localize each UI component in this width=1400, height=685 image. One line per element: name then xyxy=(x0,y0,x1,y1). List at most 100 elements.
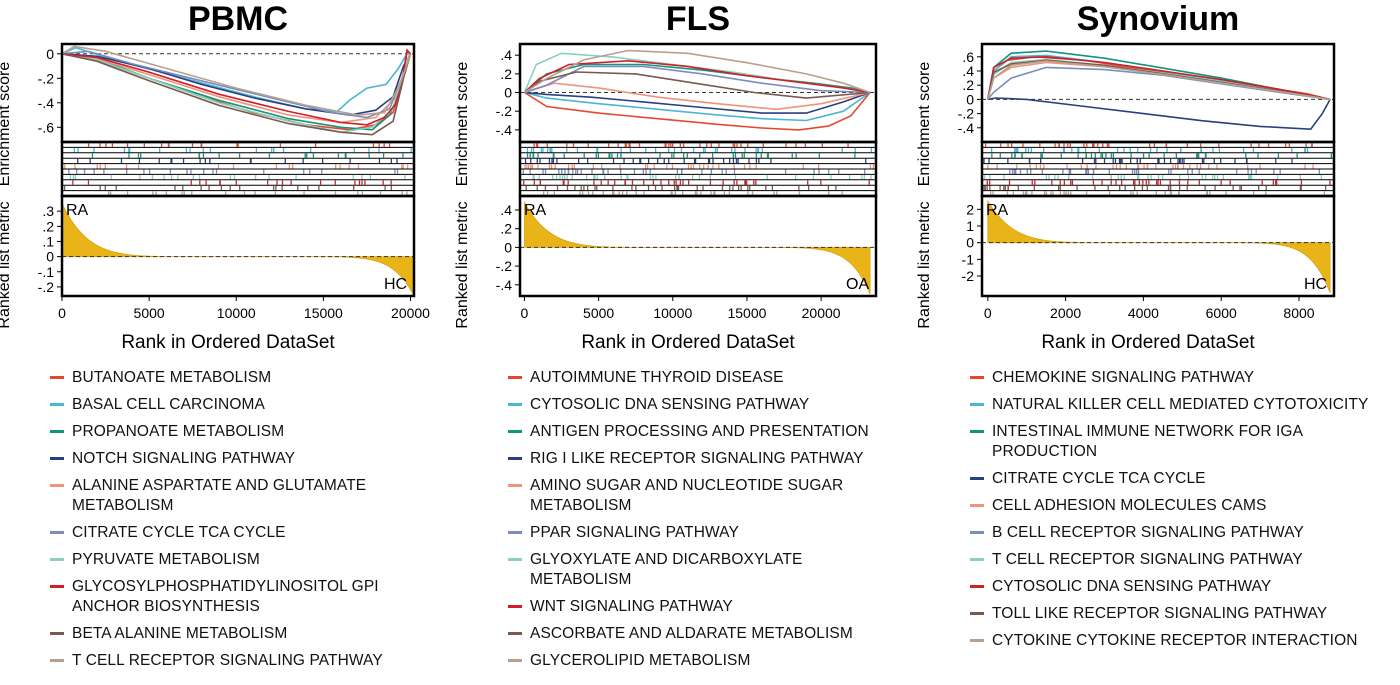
legend-label: AMINO SUGAR AND NUCLEOTIDE SUGAR METABOL… xyxy=(530,477,844,514)
legend-item: CYTOKINE CYTOKINE RECEPTOR INTERACTION xyxy=(970,631,1398,651)
x-tick-label: 8000 xyxy=(1283,305,1314,321)
legend-swatch xyxy=(508,558,522,561)
x-tick-label: 15000 xyxy=(727,305,766,321)
legend-label: ALANINE ASPARTATE AND GLUTAMATE METABOLI… xyxy=(72,477,367,514)
legend-item: TOLL LIKE RECEPTOR SIGNALING PATHWAY xyxy=(970,604,1398,624)
es-curve-9 xyxy=(987,59,1331,101)
metric-frame xyxy=(518,194,878,298)
legend-swatch xyxy=(50,585,64,588)
metric-tick-label: -.2 xyxy=(38,279,55,295)
metric-tick-label: .4 xyxy=(500,202,512,218)
x-axis-label: Rank in Ordered DataSet xyxy=(581,332,795,350)
legend-item: AMINO SUGAR AND NUCLEOTIDE SUGAR METABOL… xyxy=(508,476,878,516)
legend-item: WNT SIGNALING PATHWAY xyxy=(508,597,878,617)
legend-item: PROPANOATE METABOLISM xyxy=(50,422,420,442)
es-curve-4 xyxy=(61,53,412,116)
legend-swatch xyxy=(970,531,984,534)
panel-title: FLS xyxy=(666,0,730,38)
es-curve-4 xyxy=(987,97,1331,131)
metric-tick-label: -.4 xyxy=(496,277,513,293)
legend-swatch xyxy=(508,457,522,460)
legend-label: T CELL RECEPTOR SIGNALING PATHWAY xyxy=(992,551,1303,568)
x-tick-label: 6000 xyxy=(1206,305,1237,321)
y-axis-label-es: Enrichment score xyxy=(454,62,471,187)
legend-swatch xyxy=(50,484,64,487)
legend-swatch xyxy=(970,639,984,642)
legend-swatch xyxy=(970,585,984,588)
legend-item: NATURAL KILLER CELL MEDIATED CYTOTOXICIT… xyxy=(970,395,1398,415)
legend-label: GLYOXYLATE AND DICARBOXYLATE METABOLISM xyxy=(530,551,803,588)
ranked-metric-area xyxy=(524,201,871,295)
es-curve-5 xyxy=(524,82,871,111)
legend-item: PPAR SIGNALING PATHWAY xyxy=(508,523,878,543)
es-curve-4 xyxy=(524,91,871,114)
legend-item: RIG I LIKE RECEPTOR SIGNALING PATHWAY xyxy=(508,449,878,469)
legend-label: NATURAL KILLER CELL MEDIATED CYTOTOXICIT… xyxy=(992,396,1369,413)
legend-swatch xyxy=(508,632,522,635)
legend-label: WNT SIGNALING PATHWAY xyxy=(530,598,733,615)
legend-item: INTESTINAL IMMUNE NETWORK FOR IGA PRODUC… xyxy=(970,422,1398,462)
legend-item: ALANINE ASPARTATE AND GLUTAMATE METABOLI… xyxy=(50,476,420,516)
x-tick-label: 20000 xyxy=(391,305,430,321)
x-tick-label: 0 xyxy=(58,305,66,321)
legend-swatch xyxy=(508,605,522,608)
legend-swatch xyxy=(970,477,984,480)
legend-synovium: CHEMOKINE SIGNALING PATHWAY NATURAL KILLE… xyxy=(970,368,1398,658)
es-curve-7 xyxy=(987,58,1331,101)
legend-item: CYTOSOLIC DNA SENSING PATHWAY xyxy=(508,395,878,415)
group-label-left: RA xyxy=(986,202,1009,219)
legend-label: GLYCOSYLPHOSPHATIDYLINOSITOL GPI ANCHOR … xyxy=(72,578,379,615)
legend-swatch xyxy=(970,403,984,406)
legend-item: BETA ALANINE METABOLISM xyxy=(50,624,420,644)
legend-swatch xyxy=(508,659,522,662)
es-tick-label: 0 xyxy=(46,46,54,62)
metric-tick-label: .1 xyxy=(42,233,54,249)
legend-swatch xyxy=(508,531,522,534)
x-tick-label: 20000 xyxy=(802,305,841,321)
es-tick-label: -.4 xyxy=(38,95,55,111)
legend-item: CHEMOKINE SIGNALING PATHWAY xyxy=(970,368,1398,388)
es-tick-label: -.4 xyxy=(496,122,513,138)
group-label-left: RA xyxy=(524,202,547,219)
legend-label: RIG I LIKE RECEPTOR SIGNALING PATHWAY xyxy=(530,450,864,467)
panel-title: PBMC xyxy=(188,0,288,38)
legend-item: NOTCH SIGNALING PATHWAY xyxy=(50,449,420,469)
legend-label: CYTOSOLIC DNA SENSING PATHWAY xyxy=(992,578,1272,595)
es-tick-label: -.6 xyxy=(38,119,55,135)
legend-item: BASAL CELL CARCINOMA xyxy=(50,395,420,415)
es-tick-label: -.2 xyxy=(496,103,513,119)
es-tick-label: .6 xyxy=(962,49,974,65)
x-tick-label: 5000 xyxy=(583,305,614,321)
group-label-left: RA xyxy=(66,202,89,219)
es-tick-label: 0 xyxy=(966,91,974,107)
metric-tick-label: 0 xyxy=(966,235,974,251)
legend-item: GLYOXYLATE AND DICARBOXYLATE METABOLISM xyxy=(508,550,878,590)
legend-swatch xyxy=(50,403,64,406)
legend-swatch xyxy=(508,484,522,487)
panel-fls: FLS .4 .2 0 -.2 -.4 .4 .2 0 -.2 -.4 RA OA 0 5000 10000 1… xyxy=(454,0,878,350)
metric-frame xyxy=(60,194,416,298)
es-tick-label: .2 xyxy=(500,66,512,82)
legend-swatch xyxy=(970,612,984,615)
es-tick-label: -.4 xyxy=(958,120,975,136)
y-axis-label-metric: Ranked list metric xyxy=(454,201,471,328)
legend-fls: AUTOIMMUNE THYROID DISEASE CYTOSOLIC DNA … xyxy=(508,368,878,678)
y-axis-label-es: Enrichment score xyxy=(916,62,933,187)
metric-tick-label: .3 xyxy=(42,203,54,219)
legend-label: CITRATE CYCLE TCA CYCLE xyxy=(72,524,286,541)
legend-swatch xyxy=(50,376,64,379)
legend-item: BUTANOATE METABOLISM xyxy=(50,368,420,388)
legend-item: B CELL RECEPTOR SIGNALING PATHWAY xyxy=(970,523,1398,543)
legend-swatch xyxy=(508,376,522,379)
es-curve-6 xyxy=(524,65,871,94)
ranked-metric-area xyxy=(61,203,415,297)
legend-pbmc: BUTANOATE METABOLISM BASAL CELL CARCINOMA… xyxy=(50,368,420,678)
legend-swatch xyxy=(508,430,522,433)
legend-label: ANTIGEN PROCESSING AND PRESENTATION xyxy=(530,423,869,440)
legend-swatch xyxy=(508,403,522,406)
metric-tick-label: 2 xyxy=(966,201,974,217)
legend-label: PPAR SIGNALING PATHWAY xyxy=(530,524,739,541)
